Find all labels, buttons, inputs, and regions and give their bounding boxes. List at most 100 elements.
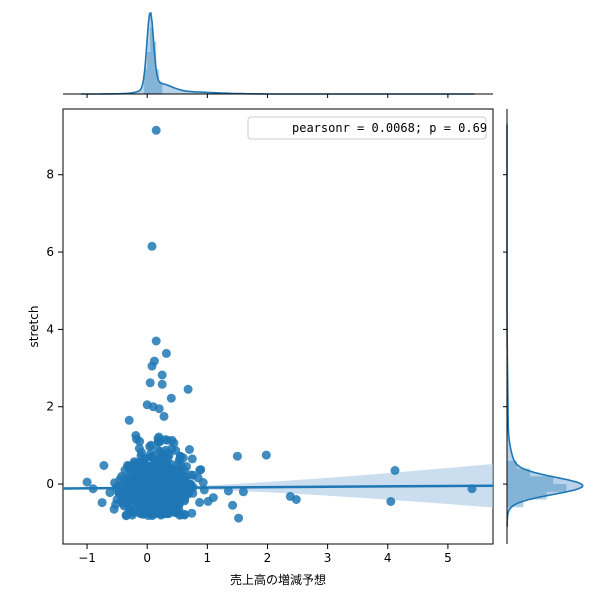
scatter-point — [144, 490, 154, 499]
scatter-point — [173, 508, 183, 517]
scatter-point — [121, 487, 131, 497]
scatter-point — [143, 502, 153, 512]
scatter-point — [187, 454, 197, 464]
y-tick-label: 0 — [46, 477, 54, 491]
scatter-point — [105, 488, 115, 498]
scatter-point — [125, 479, 135, 488]
scatter-point — [144, 478, 154, 488]
scatter-point — [157, 495, 167, 505]
scatter-point — [99, 461, 109, 470]
legend-box — [247, 116, 487, 140]
scatter-point — [185, 445, 194, 454]
top-marginal-kde — [81, 11, 475, 95]
scatter-point — [386, 497, 396, 506]
scatter-point — [159, 411, 169, 421]
scatter-point — [291, 495, 301, 504]
scatter-point — [195, 497, 205, 507]
scatter-point — [208, 493, 218, 503]
scatter-point — [163, 435, 172, 445]
scatter-point — [130, 463, 140, 473]
scatter-point — [153, 436, 163, 446]
scatter-point — [112, 495, 122, 504]
scatter-point — [142, 465, 152, 475]
scatter-point — [147, 241, 157, 251]
right-histogram-bar — [507, 491, 547, 500]
main-plot-frame — [62, 108, 494, 545]
scatter-point — [198, 478, 208, 487]
right-marginal-fill — [507, 124, 583, 527]
scatter-point — [115, 474, 125, 484]
scatter-point — [125, 504, 135, 513]
scatter-point — [109, 504, 119, 514]
scatter-point — [123, 460, 132, 470]
scatter-point — [154, 404, 164, 414]
x-tick-label: 1 — [204, 551, 212, 565]
scatter-point — [146, 440, 156, 450]
right-histogram-bar — [507, 476, 554, 485]
scatter-point — [184, 488, 194, 498]
top-histogram-bar — [153, 41, 157, 94]
scatter-point — [234, 513, 244, 523]
x-axis-label: 売上高の増減予想 — [230, 572, 326, 587]
scatter-point — [82, 477, 92, 487]
legend-text: pearsonr = 0.0068; p = 0.69 — [292, 121, 487, 135]
scatter-point — [157, 379, 167, 389]
x-tick-label: 0 — [143, 551, 151, 565]
scatter-point — [153, 445, 163, 455]
scatter-point — [151, 125, 161, 135]
scatter-point — [174, 500, 183, 509]
scatter-point — [188, 470, 198, 480]
scatter-point — [132, 434, 142, 444]
scatter-point — [261, 450, 271, 460]
y-tick-label: 6 — [46, 245, 54, 259]
top-histogram-bar — [156, 69, 160, 94]
y-axis-label: stretch — [27, 306, 41, 348]
scatter-point — [173, 459, 183, 469]
x-tick-label: 3 — [324, 551, 332, 565]
top-histogram-bar — [150, 27, 154, 94]
top-histogram-bar — [144, 69, 148, 94]
scatter-point — [145, 378, 155, 388]
right-histogram-bar — [507, 468, 531, 477]
scatter-point — [166, 393, 176, 403]
scatter-point — [140, 453, 150, 463]
scatter-point — [238, 487, 248, 497]
scatter-point — [195, 465, 205, 475]
x-tick-label: −1 — [78, 551, 96, 565]
scatter-point — [182, 462, 191, 472]
right-histogram-bar — [507, 484, 567, 492]
scatter-point — [158, 461, 168, 471]
scatter-point — [228, 500, 238, 510]
top-histogram-bar — [159, 81, 163, 94]
scatter-point — [158, 503, 168, 513]
scatter-point — [137, 509, 146, 519]
scatter-point — [151, 336, 161, 346]
scatter-point — [179, 494, 189, 504]
scatter-point — [151, 456, 161, 466]
scatter-point — [97, 498, 107, 508]
right-histogram-bar — [507, 499, 524, 508]
stats-legend: pearsonr = 0.0068; p = 0.69 — [247, 116, 487, 140]
scatter-point — [166, 495, 176, 505]
confidence-band — [63, 463, 493, 508]
scatter-point — [147, 361, 157, 371]
point-cluster — [82, 125, 477, 523]
scatter-point — [187, 508, 197, 518]
scatter-point — [183, 384, 193, 394]
right-histogram-bar — [507, 460, 517, 469]
regression-line — [62, 484, 494, 490]
right-marginal-kde — [506, 124, 584, 527]
top-marginal-fill — [81, 13, 475, 94]
x-tick-label: 5 — [444, 551, 452, 565]
scatter-point — [157, 370, 167, 380]
scatter-point — [223, 486, 233, 496]
x-tick-label: 4 — [384, 551, 392, 565]
y-tick-label: 2 — [46, 400, 54, 414]
scatter-point — [168, 481, 178, 491]
scatter-point — [165, 472, 175, 482]
scatter-point — [161, 348, 171, 358]
scatter-point — [232, 451, 242, 461]
y-tick-label: 4 — [46, 322, 54, 336]
